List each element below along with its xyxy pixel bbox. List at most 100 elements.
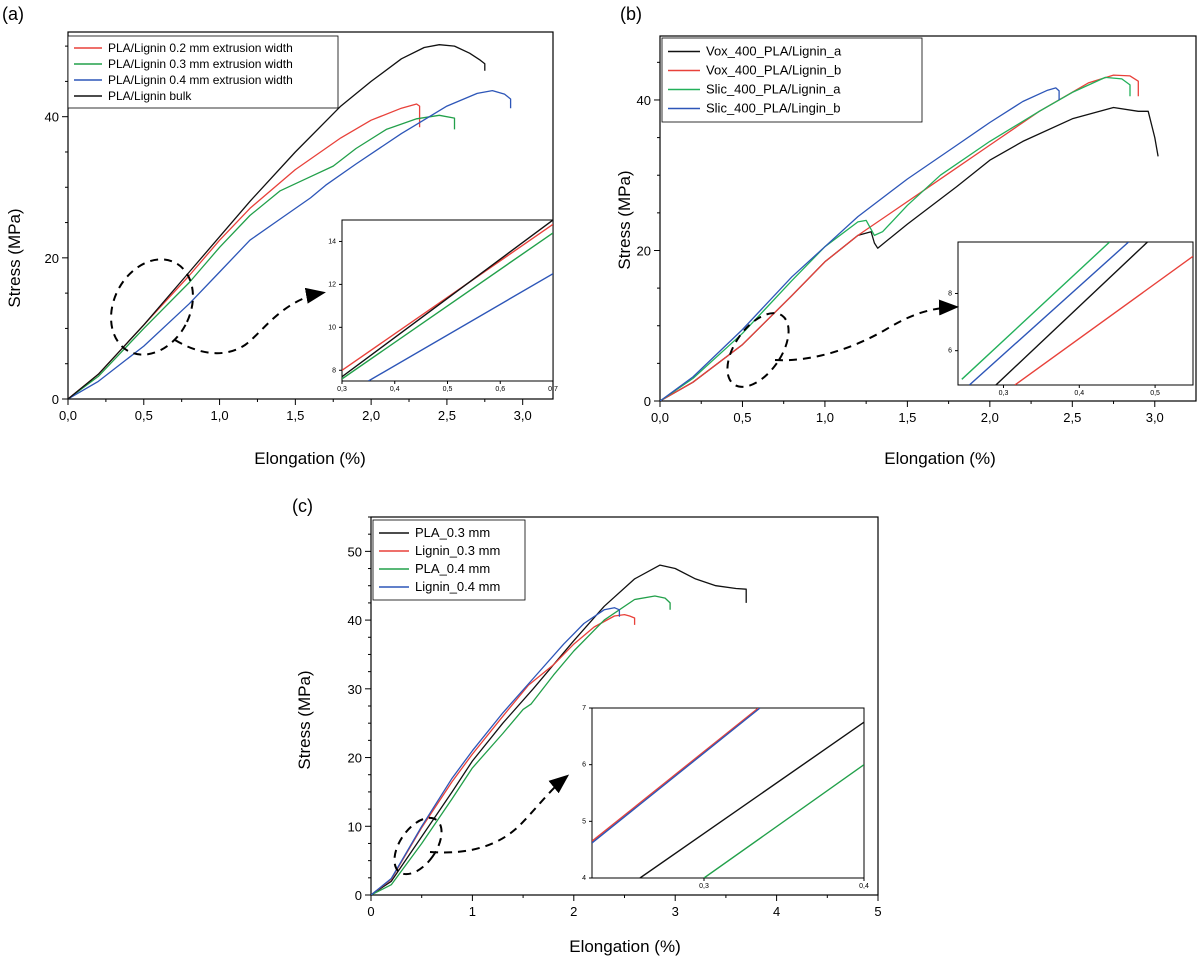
y-tick-label: 20 <box>45 251 59 266</box>
inset-series-line-slic-400-pla-lignin-a <box>961 242 1111 380</box>
zoom-arrow-a <box>174 287 326 355</box>
zoom-arrow-b <box>774 299 959 362</box>
y-axis-title-c: Stress (MPa) <box>295 670 314 769</box>
y-tick-label: 40 <box>637 93 651 108</box>
inset-plot-a: 0,3 0,4 0,5 0,6 0,7 8 10 12 14 <box>328 219 558 393</box>
legend-c: PLA_0.3 mm Lignin_0.3 mm PLA_0.4 mm Lignin_… <box>372 519 526 601</box>
y-tick-label: 0 <box>644 394 651 409</box>
series-line-pla-lignin-bulk <box>68 44 486 399</box>
x-tick-label: 3,0 <box>1146 410 1164 425</box>
inset-y-tick-label: 4 <box>582 875 586 882</box>
legend-label: Vox_400_PLA/Lignin_b <box>706 63 841 78</box>
x-tick-label: 1,5 <box>898 410 916 425</box>
legend-a: PLA/Lignin 0.2 mm extrusion width PLA/Lig… <box>67 35 339 109</box>
x-axis-title-c: Elongation (%) <box>569 937 681 956</box>
x-tick-label: 0,0 <box>59 408 77 423</box>
x-tick-label: 0,5 <box>733 410 751 425</box>
inset-series-line-slic-400-pla-lingin-b <box>968 242 1130 385</box>
inset-y-tick-label: 5 <box>582 818 586 825</box>
series-line-lignin-0-4-mm <box>371 607 621 895</box>
legend-box <box>67 35 339 109</box>
panel-label-c: (c) <box>292 496 313 516</box>
y-tick-label: 50 <box>348 544 362 559</box>
legend-label: PLA/Lignin 0.3 mm extrusion width <box>108 57 293 71</box>
legend-label: Lignin_0.4 mm <box>415 579 500 594</box>
legend-label: PLA/Lignin 0.2 mm extrusion width <box>108 41 293 55</box>
inset-x-tick-label: 0,5 <box>443 386 453 393</box>
legend-label: PLA/Lignin 0.4 mm extrusion width <box>108 73 293 87</box>
legend-b: Vox_400_PLA/Lignin_a Vox_400_PLA/Lignin_b… <box>661 37 923 123</box>
legend-label: PLA_0.3 mm <box>415 525 490 540</box>
inset-x-tick-label: 0,4 <box>859 883 869 890</box>
series-line-slic-400-pla-lingin-b <box>660 87 1060 401</box>
y-tick-label: 20 <box>637 243 651 258</box>
zoom-region-ellipse-b <box>726 312 790 388</box>
inset-plot-frame-c <box>591 707 865 879</box>
x-tick-label: 1,0 <box>211 408 229 423</box>
x-tick-label: 2,0 <box>362 408 380 423</box>
legend-label: Slic_400_PLA/Lignin_a <box>706 82 841 97</box>
y-tick-label: 40 <box>45 110 59 125</box>
series-line-pla-0-3-mm <box>371 564 747 895</box>
inset-series-line-vox-400-pla-lignin-a <box>995 242 1148 385</box>
y-tick-label: 20 <box>348 751 362 766</box>
inset-y-tick-label: 8 <box>948 290 952 297</box>
y-tick-label: 10 <box>348 819 362 834</box>
x-tick-label: 0,0 <box>651 410 669 425</box>
inset-x-tick-label: 0,5 <box>1150 390 1160 397</box>
y-tick-label: 40 <box>348 613 362 628</box>
legend-label: Slic_400_PLA/Lingin_b <box>706 101 840 116</box>
zoom-region-ellipse-a <box>110 258 194 356</box>
inset-y-tick-label: 8 <box>332 367 336 374</box>
legend-label: PLA_0.4 mm <box>415 561 490 576</box>
inset-series-line-vox-400-pla-lignin-b <box>1014 255 1193 385</box>
x-tick-label: 2,0 <box>981 410 999 425</box>
inset-series-line-pla-0-3-mm <box>639 721 864 878</box>
series-line-lignin-0-3-mm <box>371 613 636 895</box>
chart-panel-c: (c) Stress (MPa) Elongation (%) 0 1 2 3 4 501… <box>292 496 882 956</box>
legend-label: Lignin_0.3 mm <box>415 543 500 558</box>
inset-y-tick-label: 6 <box>582 762 586 769</box>
series-line-pla-0-4-mm <box>371 595 671 895</box>
inset-y-tick-label: 10 <box>328 324 336 331</box>
inset-y-tick-label: 6 <box>948 348 952 355</box>
inset-series-line-lignin-0-4-mm <box>592 708 761 844</box>
inset-x-tick-label: 0,4 <box>390 386 400 393</box>
chart-panel-a: (a) Stress (MPa) Elongation (%) 0,0 0,5 1,… <box>2 4 558 468</box>
x-tick-label: 1 <box>469 904 476 919</box>
legend-label: PLA/Lignin bulk <box>108 89 192 103</box>
inset-y-tick-label: 12 <box>328 281 336 288</box>
y-tick-label: 0 <box>52 392 59 407</box>
zoom-arrow-c <box>429 774 570 854</box>
inset-x-tick-label: 0,3 <box>699 883 709 890</box>
x-tick-label: 3 <box>672 904 679 919</box>
inset-x-tick-label: 0,3 <box>999 390 1009 397</box>
inset-series-line-pla-lignin-0-2-mm-extrusion-width <box>342 223 553 371</box>
inset-plot-frame-b <box>957 241 1194 386</box>
inset-series-line-lignin-0-3-mm <box>592 708 759 842</box>
x-tick-label: 1,0 <box>816 410 834 425</box>
y-tick-label: 30 <box>348 682 362 697</box>
x-tick-label: 2,5 <box>438 408 456 423</box>
panel-label-a: (a) <box>2 4 24 24</box>
x-tick-label: 2,5 <box>1063 410 1081 425</box>
chart-panel-b: (b) Stress (MPa) Elongation (%) 0,0 0,5 1,… <box>615 4 1197 468</box>
x-tick-label: 5 <box>874 904 881 919</box>
legend-box <box>661 37 923 123</box>
inset-x-tick-label: 0,3 <box>337 386 347 393</box>
inset-series-line-pla-0-4-mm <box>703 764 864 878</box>
series-line-pla-lignin-0-3-mm-extrusion-width <box>68 114 456 399</box>
inset-x-tick-label: 0,4 <box>1074 390 1084 397</box>
zoom-region-ellipse-c <box>393 816 443 876</box>
inset-x-tick-label: 0,6 <box>495 386 505 393</box>
y-axis-title-b: Stress (MPa) <box>615 170 634 269</box>
inset-plot-b: 0,3 0,4 0,5 6 8 <box>948 241 1194 397</box>
inset-series-line-pla-lignin-0-4-mm-extrusion-width <box>368 273 553 381</box>
inset-series-line-pla-lignin-0-3-mm-extrusion-width <box>342 232 553 380</box>
x-tick-label: 1,5 <box>286 408 304 423</box>
inset-series-line-pla-lignin-bulk <box>342 220 553 378</box>
inset-plot-c: 0,3 0,4 4 5 6 7 <box>582 705 869 890</box>
series-line-vox-400-pla-lignin-b <box>660 74 1139 401</box>
x-tick-label: 3,0 <box>514 408 532 423</box>
